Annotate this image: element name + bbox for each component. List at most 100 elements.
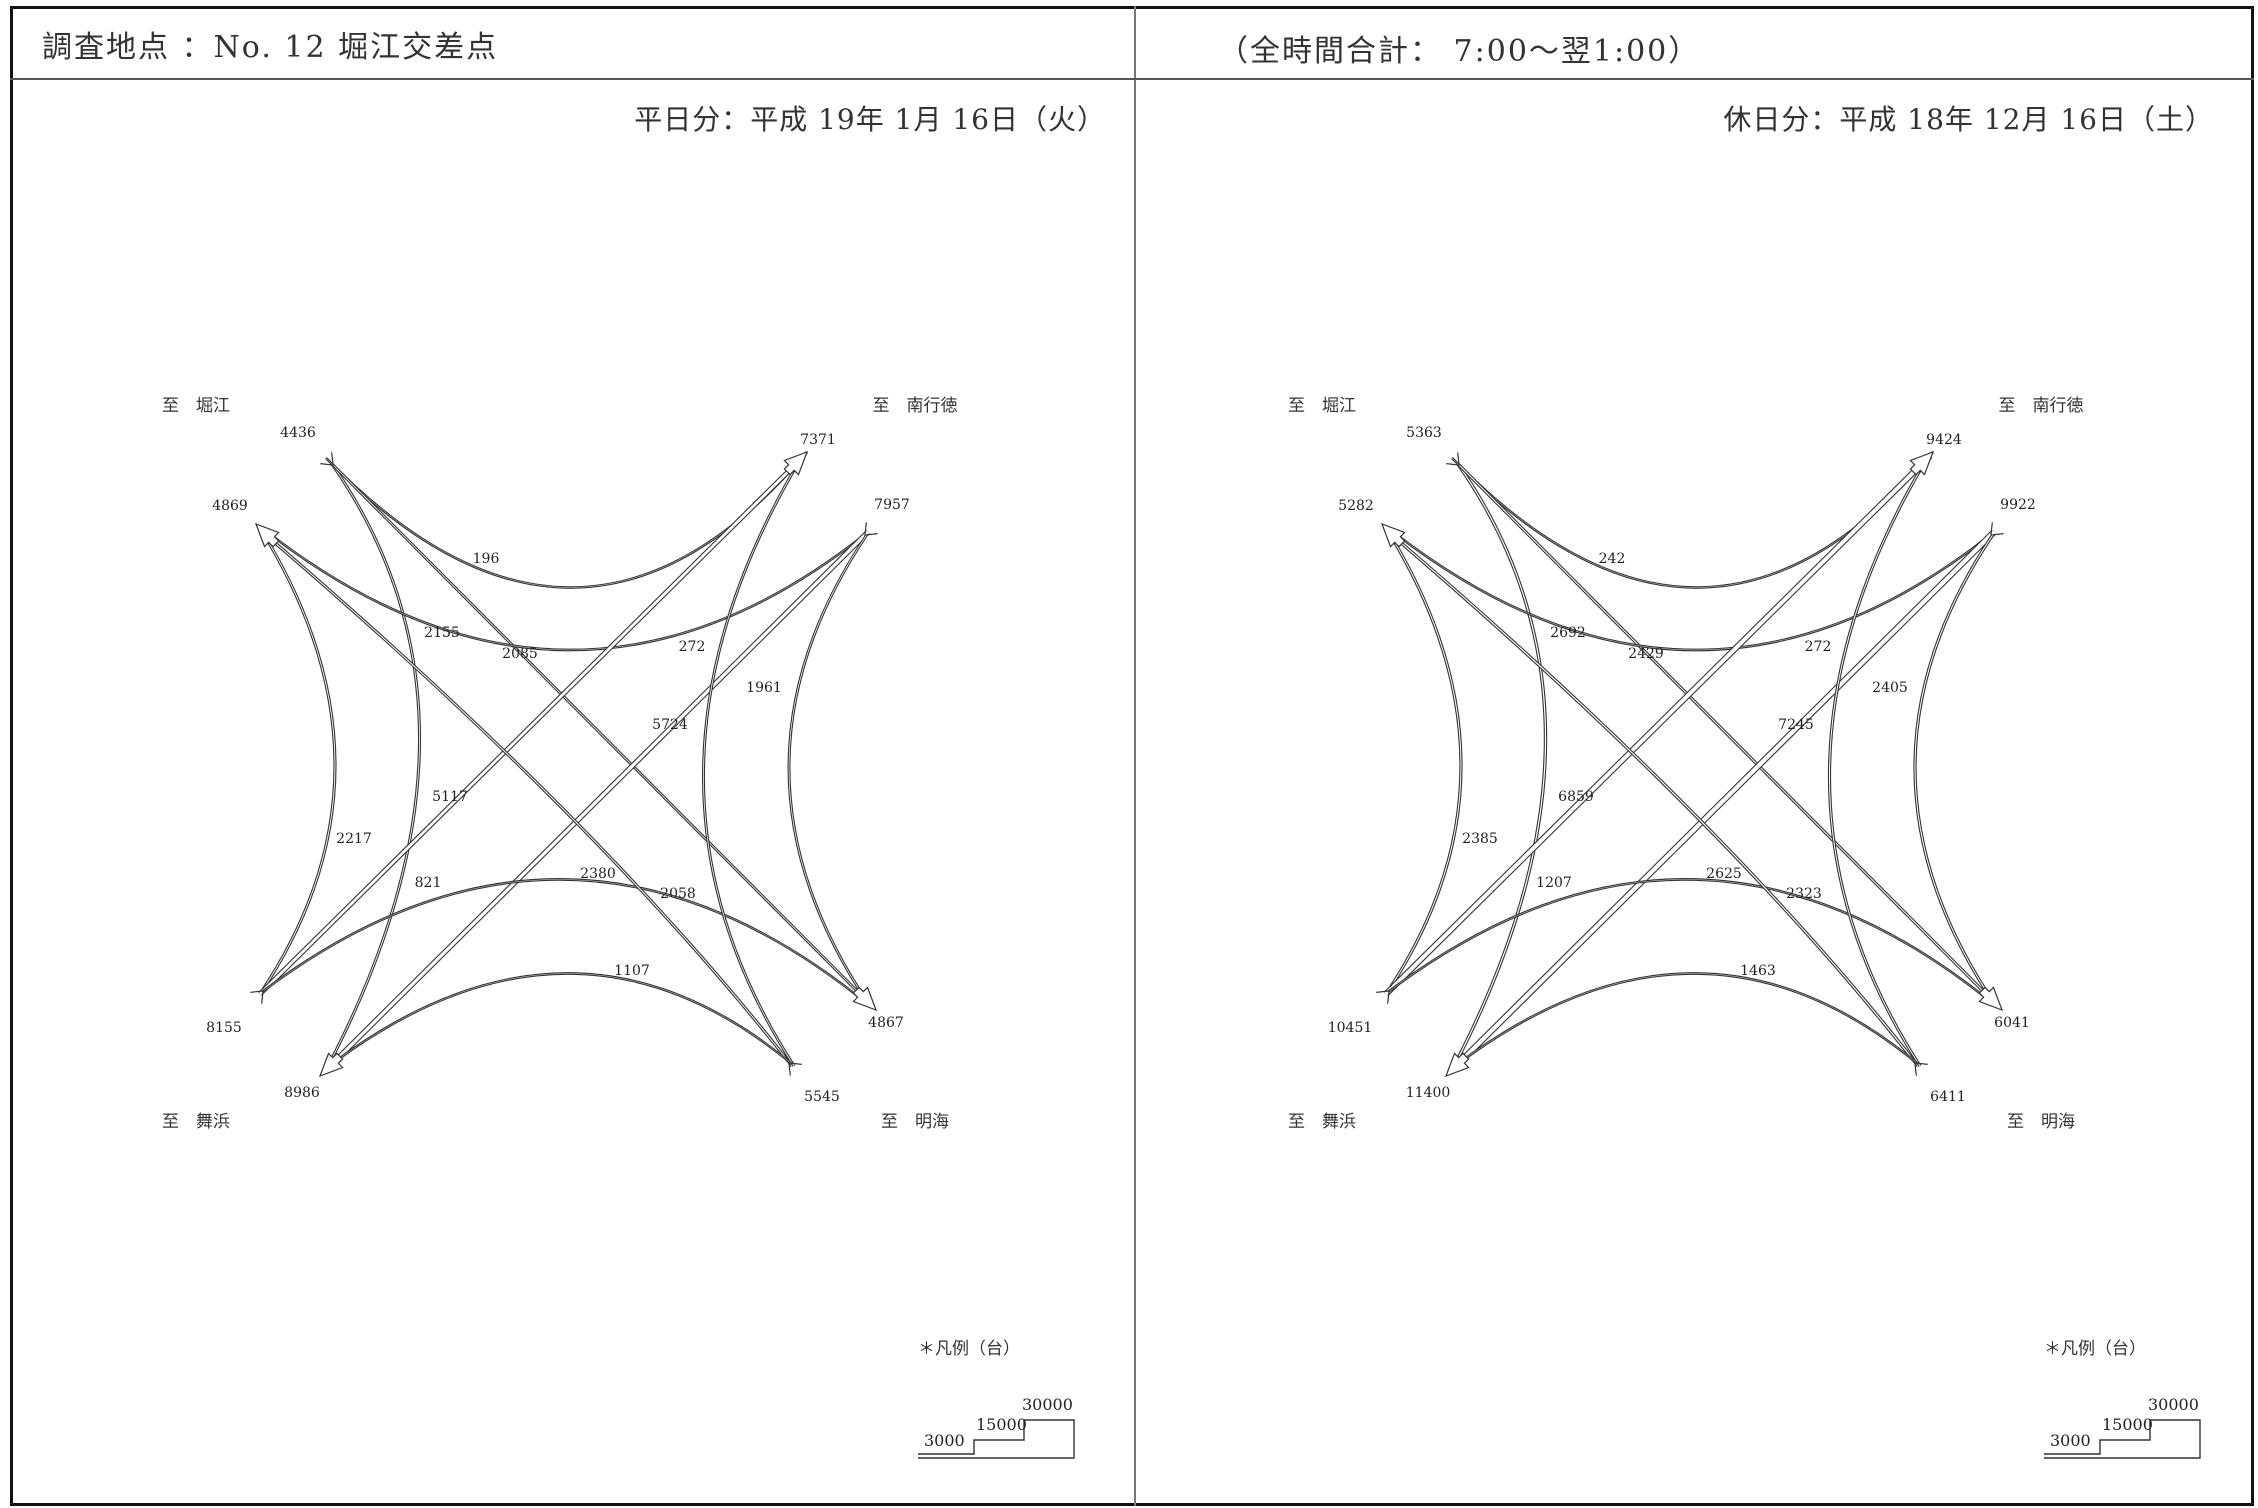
weekday-flow-ne-se-inner — [788, 535, 871, 1007]
weekday-dir-minamigyotoku: 至 南行徳 — [873, 396, 958, 416]
holiday-count-nw-se: 2429 — [1628, 646, 1664, 662]
holiday-dir-akemi: 至 明海 — [2007, 1112, 2075, 1132]
holiday-flow-sw-nw-inner — [1385, 527, 1462, 995]
holiday-date: 休日分：平成 18年 12月 16日（土） — [1723, 103, 2214, 136]
holiday-tail-se — [1914, 1062, 1928, 1076]
holiday-flow-se-sw — [1449, 972, 1919, 1072]
weekday-date: 平日分：平成 19年 1月 16日（火） — [634, 103, 1106, 136]
holiday-arrow-sw — [1444, 1052, 1470, 1078]
weekday-flow-nw-sw — [324, 463, 422, 1071]
weekday-count-nw-se: 2085 — [502, 646, 538, 662]
holiday-flow-se-sw-inner — [1449, 973, 1919, 1071]
holiday-count-se-ne: 2323 — [1786, 886, 1822, 902]
weekday-total-ne-in: 7957 — [874, 497, 910, 513]
weekday-arrow-sw — [318, 1052, 344, 1078]
weekday-legend-steps — [918, 1419, 1075, 1459]
holiday-count-se-sw: 1463 — [1740, 963, 1776, 979]
holiday-arrow-ne — [1909, 450, 1935, 476]
holiday-tail-ne — [1990, 522, 2004, 536]
holiday-total-nw-in: 5363 — [1406, 425, 1442, 441]
weekday-flow-nw-se-inner — [331, 463, 873, 1007]
holiday-total-ne-out: 9424 — [1926, 432, 1962, 448]
holiday-count-ne-nw: 272 — [1805, 639, 1832, 655]
holiday-flow-se-nw — [1384, 528, 1920, 1068]
holiday-total-sw-in: 10451 — [1328, 1020, 1373, 1036]
weekday-total-se-in: 5545 — [804, 1089, 840, 1105]
holiday-count-ne-se: 2405 — [1872, 680, 1908, 696]
weekday-tail-se — [788, 1062, 802, 1076]
weekday-count-sw-se: 821 — [415, 875, 442, 891]
holiday-flow-se-nw-inner — [1385, 529, 1919, 1067]
weekday-arrow-nw — [254, 522, 280, 548]
weekday-count-ne-nw: 272 — [679, 639, 706, 655]
weekday-flow-se-ne-inner — [703, 459, 801, 1067]
weekday-flow-se-nw-inner — [259, 529, 793, 1067]
weekday-flow-sw-ne-inner — [259, 455, 805, 995]
weekday-flow-nw-ne — [325, 451, 808, 589]
weekday-flow-nw-ne-inner — [325, 451, 808, 588]
holiday-count-sw-se: 1207 — [1536, 875, 1572, 891]
holiday-flow-nw-ne-inner — [1451, 451, 1934, 588]
header-divider — [10, 78, 2254, 80]
holiday-flow-se-ne-inner — [1829, 459, 1927, 1067]
weekday-legend-title: ＊凡例（台） — [918, 1339, 1020, 1359]
weekday-flow-sw-nw-inner — [259, 527, 336, 995]
weekday-tail-sw — [250, 990, 264, 1004]
holiday-arrow-nw — [1380, 522, 1406, 548]
weekday-flow-nw-sw-inner — [325, 463, 420, 1071]
weekday-count-nw-ne: 196 — [473, 551, 500, 567]
holiday-count-sw-nw: 2385 — [1462, 831, 1498, 847]
holiday-arrow-se — [1978, 986, 2004, 1012]
holiday-total-se-in: 6411 — [1930, 1089, 1966, 1105]
weekday-total-sw-in: 8155 — [206, 1020, 242, 1036]
holiday-tail-nw — [1446, 452, 1460, 466]
holiday-legend-steps — [2044, 1419, 2201, 1459]
weekday-total-ne-out: 7371 — [800, 432, 836, 448]
weekday-dir-maihama: 至 舞浜 — [162, 1112, 230, 1132]
holiday-legend-15000: 15000 — [2102, 1415, 2153, 1434]
holiday-count-sw-ne: 6859 — [1558, 789, 1594, 805]
weekday-count-nw-sw: 2155 — [424, 625, 460, 641]
holiday-legend-3000: 3000 — [2050, 1431, 2091, 1450]
weekday-arrow-ne — [783, 450, 809, 476]
survey-point-title: 調査地点 ：No. 12 堀江交差点 — [42, 30, 499, 65]
holiday-tail-sw — [1376, 990, 1390, 1004]
weekday-flow-se-sw — [323, 972, 793, 1072]
holiday-legend-title: ＊凡例（台） — [2044, 1339, 2146, 1359]
holiday-flow-sw-ne-inner — [1384, 454, 1932, 996]
holiday-dir-maihama: 至 舞浜 — [1288, 1112, 1356, 1132]
holiday-flow-nw-ne — [1451, 451, 1934, 589]
holiday-flow-ne-sw-inner — [1448, 530, 1996, 1074]
weekday-total-sw-out: 8986 — [284, 1085, 320, 1101]
holiday-total-ne-in: 9922 — [2000, 497, 2036, 513]
weekday-flow-se-sw-inner — [323, 973, 793, 1071]
weekday-count-se-nw: 2380 — [580, 866, 616, 882]
weekday-total-nw-in: 4436 — [280, 425, 316, 441]
weekday-legend-30000: 30000 — [1022, 1395, 1073, 1414]
holiday-flow-nw-sw — [1450, 463, 1548, 1071]
weekday-dir-akemi: 至 明海 — [881, 1112, 949, 1132]
holiday-flow-ne-se-inner — [1914, 535, 1997, 1007]
holiday-dir-minamigyotoku: 至 南行徳 — [1999, 396, 2084, 416]
holiday-dir-horie: 至 堀江 — [1288, 396, 1356, 416]
weekday-total-se-out: 4867 — [868, 1015, 904, 1031]
weekday-total-nw-out: 4869 — [212, 498, 248, 514]
weekday-legend-3000: 3000 — [924, 1431, 965, 1450]
holiday-count-nw-sw: 2692 — [1550, 625, 1586, 641]
weekday-flow-ne-sw-inner — [322, 530, 870, 1074]
weekday-flow-se-nw — [258, 528, 794, 1067]
weekday-arrow-se — [852, 986, 878, 1012]
weekday-flow-sw-se-inner — [261, 879, 871, 1007]
holiday-count-nw-ne: 242 — [1599, 551, 1626, 567]
holiday-flow-nw-se-inner — [1457, 463, 1999, 1007]
holiday-flow-ne-nw-inner — [1387, 527, 1995, 651]
weekday-count-se-ne: 2058 — [660, 886, 696, 902]
weekday-count-sw-ne: 5117 — [432, 789, 468, 805]
holiday-total-nw-out: 5282 — [1338, 498, 1374, 514]
survey-period: （全時間合計： 7:00～翌1:00） — [1218, 34, 1701, 69]
holiday-count-ne-sw: 7245 — [1778, 717, 1814, 733]
